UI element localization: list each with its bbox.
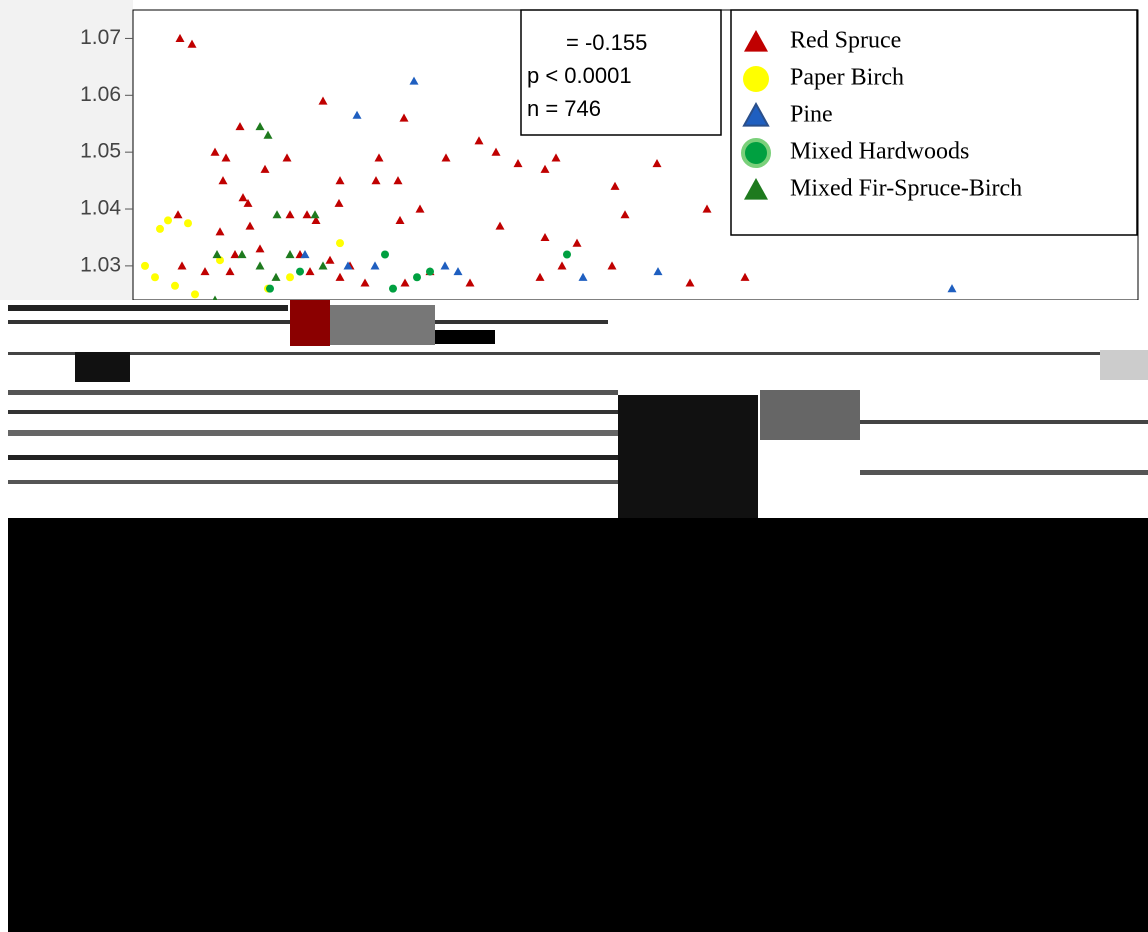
point	[389, 285, 397, 293]
stat-text: p < 0.0001	[527, 63, 632, 88]
legend-marker	[743, 66, 769, 92]
y-tick-label: 1.04	[80, 197, 121, 220]
point	[563, 251, 571, 259]
legend-label: Mixed Hardwoods	[790, 139, 969, 165]
legend-label: Pine	[790, 102, 833, 128]
point	[151, 273, 159, 281]
point	[413, 273, 421, 281]
point	[184, 219, 192, 227]
y-tick-label: 1.03	[80, 253, 121, 276]
stat-text: n = 746	[527, 96, 601, 121]
legend-label: Mixed Fir-Spruce-Birch	[790, 176, 1022, 202]
point	[286, 273, 294, 281]
point	[164, 216, 172, 224]
point	[381, 251, 389, 259]
chart: 1.07 1.06 1.05 1.04 1.03 = -0.155 p < 0.0001 n …	[0, 0, 1148, 932]
point	[171, 282, 179, 290]
point	[141, 262, 149, 270]
point	[336, 239, 344, 247]
legend-label: Red Spruce	[790, 28, 901, 54]
y-tick-label: 1.06	[80, 83, 121, 106]
black-region	[8, 518, 1148, 932]
point	[266, 285, 274, 293]
legend-marker	[743, 140, 769, 166]
point	[426, 268, 434, 276]
y-tick-label: 1.07	[80, 26, 121, 49]
point	[156, 225, 164, 233]
y-tick-label: 1.05	[80, 140, 121, 163]
legend-label: Paper Birch	[790, 65, 904, 91]
glitch-band	[8, 300, 1148, 518]
point	[191, 290, 199, 298]
stat-text: = -0.155	[566, 30, 647, 55]
point	[296, 268, 304, 276]
